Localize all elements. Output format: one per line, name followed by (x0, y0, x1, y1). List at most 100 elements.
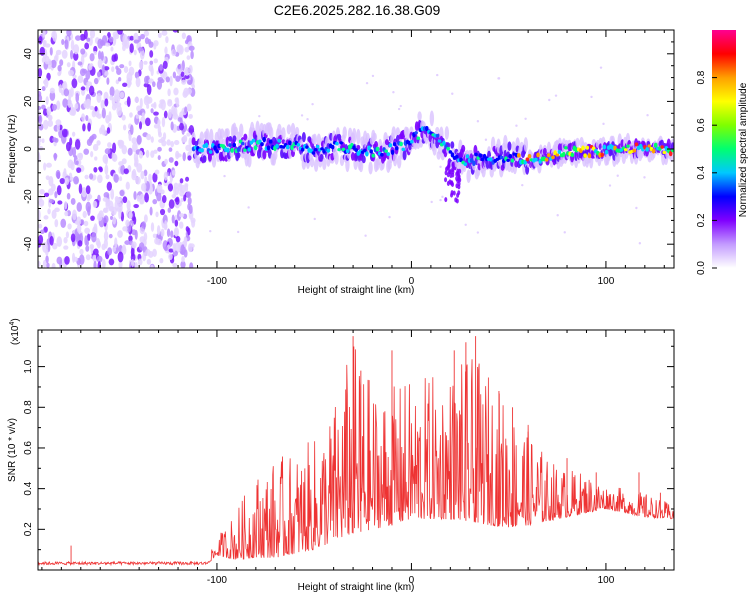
faint-speckle (556, 214, 559, 217)
noise-speckle (75, 35, 81, 41)
noise-speckle (112, 246, 116, 253)
noise-speckle (52, 242, 58, 250)
faint-speckle (388, 215, 391, 219)
ridge-core (326, 148, 331, 153)
noise-speckle (126, 200, 131, 211)
noise-speckle (61, 49, 68, 59)
ridge-haze (352, 128, 357, 144)
snr-ticks: -100 0 100 0.2 0.4 0.6 0.8 1.0 (23, 330, 674, 586)
noise-speckle (42, 39, 47, 45)
noise-speckle (67, 159, 74, 169)
ridge-core (354, 148, 358, 152)
noise-speckle (174, 228, 179, 237)
faint-speckle (364, 234, 367, 237)
noise-speckle (96, 140, 101, 146)
ridge-tail (449, 173, 453, 179)
noise-speckle (104, 148, 111, 155)
ridge-core (544, 157, 549, 162)
ridge-core (564, 146, 568, 150)
noise-speckle (76, 224, 82, 234)
x-tick-label: -100 (207, 276, 227, 287)
faint-speckle (476, 120, 480, 123)
noise-speckle (134, 157, 139, 166)
noise-speckle (184, 66, 190, 76)
ridge-core (288, 140, 292, 146)
noise-speckle (70, 233, 76, 243)
noise-speckle (116, 207, 122, 212)
noise-speckle (91, 232, 97, 243)
noise-speckle (172, 30, 179, 33)
noise-speckle (41, 138, 45, 144)
faint-speckle (209, 229, 212, 233)
noise-speckle (89, 135, 95, 142)
y-tick-label: 0.4 (23, 481, 34, 495)
snr-y-axis-label: SNR (10 * v/v) (7, 418, 18, 482)
noise-speckle (170, 140, 175, 148)
colorbar-tick-label: 0.0 (696, 261, 707, 275)
noise-speckle (46, 106, 52, 116)
noise-speckle (66, 62, 71, 68)
noise-speckle (103, 207, 108, 213)
noise-speckle (152, 233, 157, 238)
noise-speckle (185, 191, 192, 199)
noise-speckle (191, 83, 196, 89)
noise-speckle (110, 188, 115, 200)
faint-speckle (430, 200, 433, 204)
noise-speckle (69, 109, 76, 116)
noise-speckle (67, 223, 72, 230)
ridge-core (600, 152, 605, 158)
noise-speckle (168, 253, 173, 261)
noise-speckle (138, 60, 144, 70)
noise-speckle (66, 141, 71, 152)
ridge-core (476, 156, 480, 160)
noise-speckle (146, 103, 150, 109)
y-tick-label: 20 (23, 95, 34, 107)
y-tick-label: -20 (23, 189, 34, 204)
ridge-core (232, 142, 237, 148)
faint-speckle (392, 91, 395, 94)
ridge-tail (454, 197, 458, 203)
noise-speckle (190, 50, 194, 60)
noise-speckle (39, 46, 46, 56)
noise-speckle (180, 71, 185, 78)
noise-speckle (38, 194, 42, 203)
noise-speckle (125, 181, 130, 190)
noise-speckle (56, 100, 61, 110)
noise-speckle (81, 187, 87, 198)
noise-speckle (83, 30, 88, 40)
noise-speckle (165, 76, 170, 83)
noise-speckle (96, 113, 102, 119)
noise-speckle (67, 97, 72, 108)
ridge-core (386, 152, 391, 157)
ridge-core (380, 152, 384, 157)
ridge-core (662, 150, 667, 155)
colorbar-ticks: 0.0 0.2 0.4 0.6 0.8 (696, 70, 717, 275)
noise-speckle (171, 194, 177, 199)
noise-speckle (122, 226, 128, 232)
ridge-haze (417, 111, 422, 122)
colorbar-label: Normalized spectral amplitude (738, 82, 749, 217)
ridge-core (375, 146, 380, 152)
ridge-core (230, 147, 234, 153)
noise-speckle (55, 169, 61, 179)
noise-speckle (152, 248, 157, 257)
noise-speckle (94, 106, 98, 112)
noise-speckle (105, 42, 111, 47)
noise-speckle (173, 87, 179, 96)
noise-speckle (164, 246, 168, 252)
noise-speckle (168, 108, 172, 119)
ridge-core (489, 157, 493, 162)
noise-speckle (130, 253, 136, 262)
noise-speckle (171, 105, 176, 115)
ridge-purple (542, 147, 547, 156)
ridge-core (296, 142, 301, 147)
noise-speckle (177, 64, 182, 70)
snr-multiplier-exponent: 4 (9, 322, 16, 326)
ridge-core (587, 153, 592, 159)
noise-speckle (51, 262, 56, 268)
noise-speckle (137, 258, 143, 266)
noise-speckle (143, 75, 149, 85)
noise-speckle (84, 42, 90, 50)
ridge-haze (444, 126, 450, 140)
noise-speckle (127, 147, 133, 156)
